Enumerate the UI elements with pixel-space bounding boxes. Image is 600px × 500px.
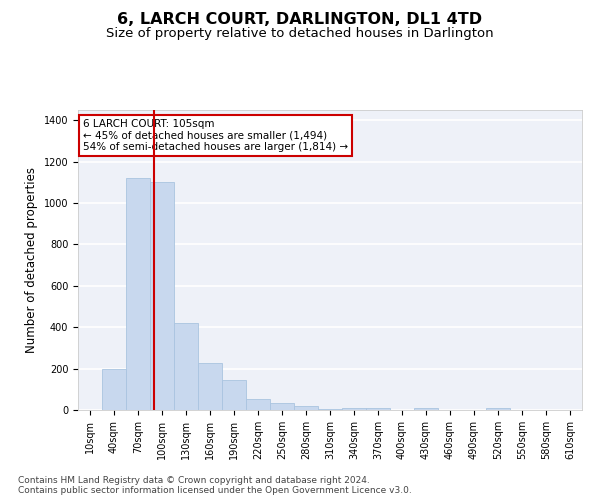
Bar	[222, 380, 246, 410]
Bar	[174, 323, 198, 410]
Text: 6 LARCH COURT: 105sqm
← 45% of detached houses are smaller (1,494)
54% of semi-d: 6 LARCH COURT: 105sqm ← 45% of detached …	[83, 119, 348, 152]
Bar	[486, 408, 510, 410]
Bar	[126, 178, 150, 410]
Bar	[198, 364, 222, 410]
Y-axis label: Number of detached properties: Number of detached properties	[25, 167, 38, 353]
Text: Contains HM Land Registry data © Crown copyright and database right 2024.
Contai: Contains HM Land Registry data © Crown c…	[18, 476, 412, 495]
Bar	[294, 406, 318, 410]
Text: 6, LARCH COURT, DARLINGTON, DL1 4TD: 6, LARCH COURT, DARLINGTON, DL1 4TD	[118, 12, 482, 28]
Bar	[270, 403, 294, 410]
Bar	[102, 368, 126, 410]
Bar	[366, 408, 390, 410]
Bar	[414, 408, 438, 410]
Bar	[246, 398, 270, 410]
Text: Size of property relative to detached houses in Darlington: Size of property relative to detached ho…	[106, 28, 494, 40]
Bar	[342, 408, 366, 410]
Bar	[150, 182, 174, 410]
Bar	[318, 409, 342, 410]
